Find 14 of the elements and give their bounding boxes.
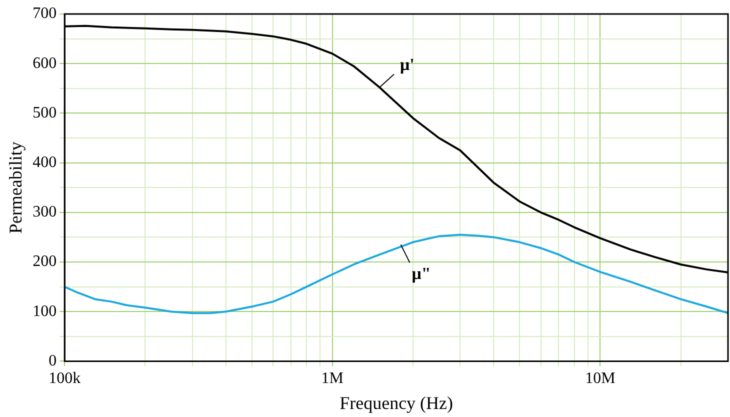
x-axis-title: Frequency (Hz) [340,392,454,413]
annotation: μ" [412,264,431,284]
y-tick-label: 100 [32,302,57,320]
y-axis-title: Permeability [6,142,26,234]
y-tick-label: 500 [32,104,57,122]
y-tick-label: 0 [48,352,57,370]
y-tick-label: 200 [32,253,57,270]
y-tick-label: 700 [32,5,57,22]
y-tick-label: 600 [32,54,57,72]
x-tick-label: 10M [585,370,616,388]
x-tick-label: 100k [48,370,81,388]
y-tick-label: 300 [32,204,57,221]
y-tick-label: 400 [32,154,57,172]
x-tick-label: 1M [321,370,344,388]
